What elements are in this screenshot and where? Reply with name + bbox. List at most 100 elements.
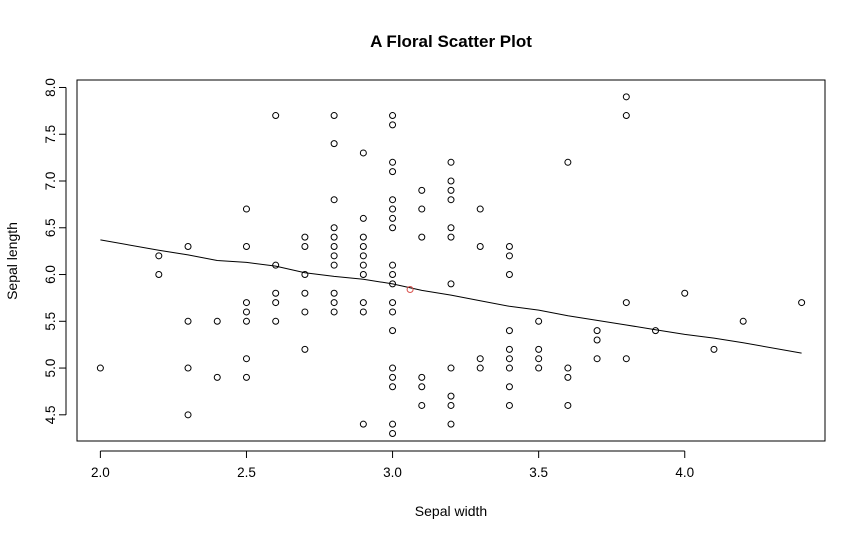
trend-line [100, 239, 802, 354]
data-point [535, 317, 543, 325]
data-point [359, 299, 367, 307]
highlight-point [406, 285, 414, 293]
data-point [447, 196, 455, 204]
data-point [242, 373, 250, 381]
data-point [476, 364, 484, 372]
data-point [798, 299, 806, 307]
data-point [301, 271, 309, 279]
data-point [710, 345, 718, 353]
data-point [330, 112, 338, 120]
data-point [155, 252, 163, 260]
data-point [330, 140, 338, 148]
data-point [622, 93, 630, 101]
data-point [389, 121, 397, 129]
data-point [242, 299, 250, 307]
data-point [389, 214, 397, 222]
data-point [476, 355, 484, 363]
x-tick-label: 4.0 [675, 465, 694, 480]
data-point [622, 112, 630, 120]
data-point [652, 327, 660, 335]
data-point [242, 308, 250, 316]
y-tick-label: 7.5 [43, 125, 58, 144]
data-point [593, 355, 601, 363]
data-point [447, 158, 455, 166]
data-point [359, 271, 367, 279]
data-point [242, 205, 250, 213]
chart-title: A Floral Scatter Plot [370, 32, 532, 51]
data-point [418, 205, 426, 213]
data-point [476, 205, 484, 213]
data-point [301, 233, 309, 241]
data-point [389, 271, 397, 279]
data-point [505, 355, 513, 363]
data-point [359, 261, 367, 269]
x-tick-label: 2.5 [237, 465, 256, 480]
data-point [505, 242, 513, 250]
data-point [330, 233, 338, 241]
data-point [301, 242, 309, 250]
data-point [447, 177, 455, 185]
data-point [622, 299, 630, 307]
data-point [330, 299, 338, 307]
data-point [389, 205, 397, 213]
x-axis-label: Sepal width [415, 503, 487, 519]
data-point [447, 392, 455, 400]
data-point [330, 196, 338, 204]
data-point [535, 345, 543, 353]
data-point [564, 401, 572, 409]
data-point [359, 242, 367, 250]
y-tick-label: 4.5 [43, 405, 58, 424]
data-point [389, 373, 397, 381]
data-point [418, 373, 426, 381]
data-point [535, 364, 543, 372]
y-tick-label: 8.0 [43, 78, 58, 97]
data-point [359, 149, 367, 157]
data-point [564, 373, 572, 381]
data-point [505, 401, 513, 409]
data-point [389, 261, 397, 269]
data-point [184, 411, 192, 419]
data-point [330, 252, 338, 260]
data-point [447, 224, 455, 232]
data-point [359, 420, 367, 428]
plot-frame [76, 79, 826, 442]
data-point [330, 308, 338, 316]
data-point [272, 112, 280, 120]
data-point [184, 317, 192, 325]
data-point [418, 401, 426, 409]
data-point [505, 383, 513, 391]
y-tick-label: 5.0 [43, 359, 58, 378]
data-point [272, 289, 280, 297]
data-point [96, 364, 104, 372]
data-point [564, 364, 572, 372]
data-point [593, 327, 601, 335]
data-point [389, 168, 397, 176]
x-tick-label: 2.0 [91, 465, 110, 480]
data-point [564, 158, 572, 166]
data-point [389, 383, 397, 391]
data-point [505, 327, 513, 335]
data-point [184, 364, 192, 372]
data-point [389, 299, 397, 307]
data-points [96, 93, 806, 438]
data-point [389, 430, 397, 438]
y-tick-label: 5.5 [43, 312, 58, 331]
data-point [213, 373, 221, 381]
data-point [418, 233, 426, 241]
data-point [301, 308, 309, 316]
data-point [389, 196, 397, 204]
data-point [330, 224, 338, 232]
data-point [389, 280, 397, 288]
data-point [418, 186, 426, 194]
data-point [505, 271, 513, 279]
y-axis-label: Sepal length [4, 222, 20, 300]
data-point [447, 401, 455, 409]
data-point [476, 242, 484, 250]
data-point [389, 327, 397, 335]
data-point [242, 355, 250, 363]
data-point [593, 336, 601, 344]
data-point [447, 420, 455, 428]
data-point [389, 364, 397, 372]
data-point [213, 317, 221, 325]
